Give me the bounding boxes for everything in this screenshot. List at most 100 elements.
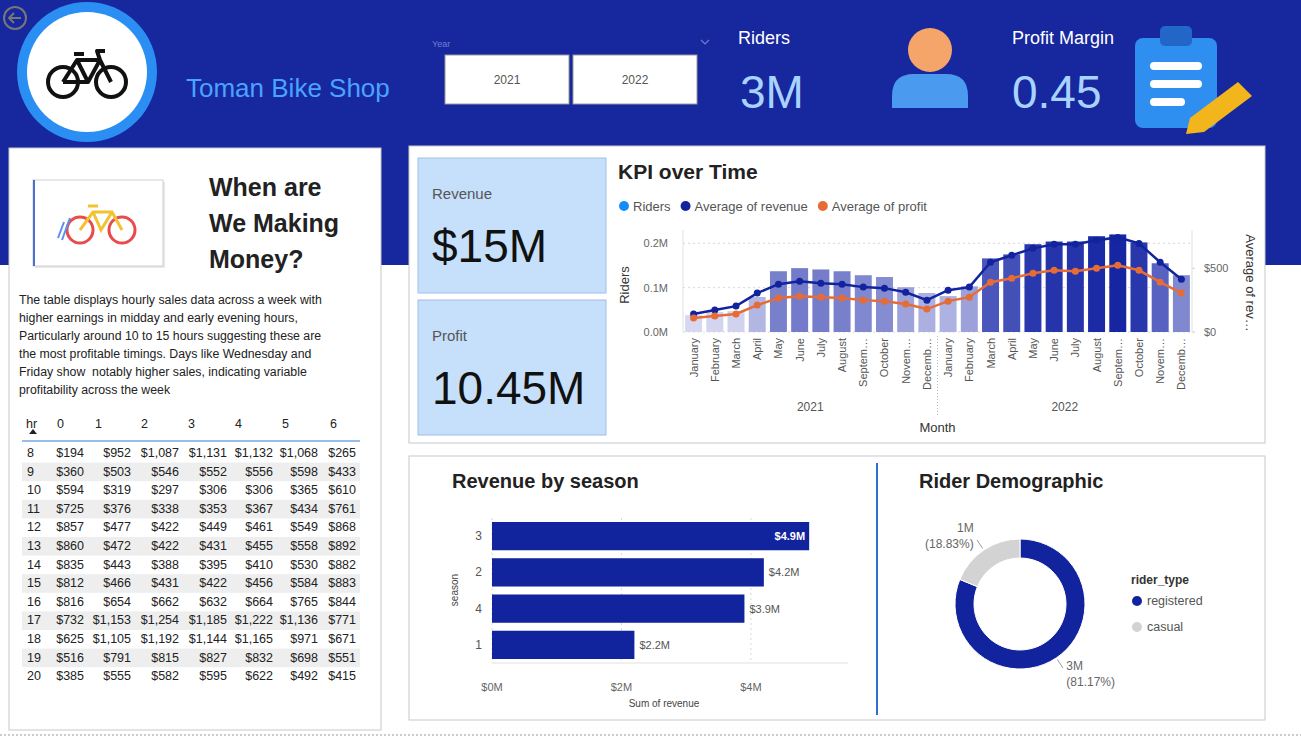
table-cell: $415 xyxy=(328,669,356,683)
table-cell: $594 xyxy=(56,483,84,497)
table-cell: $422 xyxy=(151,520,179,534)
bar xyxy=(876,277,893,332)
page-border xyxy=(0,735,1301,736)
row-band xyxy=(22,574,360,593)
table-cell: $771 xyxy=(328,613,356,627)
clipboard-line xyxy=(1150,62,1202,70)
bar xyxy=(812,269,829,332)
slicer-option: 2022 xyxy=(622,73,649,87)
bar xyxy=(1109,234,1126,332)
bar xyxy=(770,271,787,332)
table-cell: $353 xyxy=(199,502,227,516)
table-cell: $422 xyxy=(151,539,179,553)
table-cell: $860 xyxy=(56,539,84,553)
legend-title: rider_type xyxy=(1131,573,1189,587)
tick-label: 0.1M xyxy=(644,282,668,294)
table-cell: $816 xyxy=(56,595,84,609)
slicer-label: Year xyxy=(432,39,450,49)
tick-label: March xyxy=(985,338,997,369)
x-axis-line xyxy=(492,663,848,664)
marker xyxy=(1157,259,1164,266)
bar xyxy=(834,271,851,332)
legend-swatch xyxy=(619,201,629,211)
bar xyxy=(1024,244,1041,332)
tick-label: June xyxy=(794,338,806,362)
row-header: 15 xyxy=(27,576,41,590)
table-cell: $1,131 xyxy=(189,446,227,460)
row-header: 19 xyxy=(27,651,41,665)
legend-swatch xyxy=(681,201,691,211)
bar xyxy=(855,275,872,332)
table-cell: $516 xyxy=(56,651,84,665)
chart-title: KPI over Time xyxy=(618,160,758,183)
tick-label: 1 xyxy=(475,638,482,652)
logo-ring xyxy=(17,2,157,142)
legend-swatch xyxy=(1132,622,1142,632)
clipboard-clip xyxy=(1160,26,1192,46)
row-header: 13 xyxy=(27,539,41,553)
table-cell: $388 xyxy=(151,558,179,572)
table-cell: $654 xyxy=(103,595,131,609)
table-cell: $551 xyxy=(328,651,356,665)
data-label: $4.9M xyxy=(775,530,806,542)
marker xyxy=(839,281,846,288)
row-band xyxy=(22,537,360,556)
table-cell: $265 xyxy=(328,446,356,460)
tick-label: February xyxy=(709,338,721,383)
tick-label: 0.2M xyxy=(644,237,668,249)
marker xyxy=(754,302,761,309)
table-cell: $466 xyxy=(103,576,131,590)
data-label: 3M xyxy=(1066,659,1083,673)
person-body xyxy=(892,74,968,108)
legend-swatch xyxy=(818,201,828,211)
table-cell: $1,192 xyxy=(141,632,179,646)
legend-label: Riders xyxy=(633,199,671,214)
marker xyxy=(1093,265,1100,272)
marker xyxy=(1029,245,1036,252)
marker xyxy=(1157,279,1164,286)
table-cell: $319 xyxy=(103,483,131,497)
legend-label: Average of revenue xyxy=(695,199,808,214)
plot-area xyxy=(492,522,809,659)
table-cell: $556 xyxy=(245,465,273,479)
panel-text: Particularly around 10 to 15 hours sugge… xyxy=(19,329,321,343)
marker xyxy=(1093,237,1100,244)
axis-title: season xyxy=(449,574,460,606)
table-cell: $1,185 xyxy=(189,613,227,627)
column-header: 2 xyxy=(141,417,148,431)
tick-label: October xyxy=(878,338,890,377)
column-header: 6 xyxy=(330,417,337,431)
tick-label: June xyxy=(1048,338,1060,362)
legend-label: registered xyxy=(1147,594,1203,608)
y2-axis-line xyxy=(1192,230,1193,332)
table-cell: $456 xyxy=(245,576,273,590)
bike-icon xyxy=(48,51,126,97)
slicer-chevron xyxy=(701,40,709,44)
kpi-value: $15M xyxy=(432,220,547,272)
table-cell: $1,153 xyxy=(93,613,131,627)
table-cell: $1,105 xyxy=(93,632,131,646)
slicer-button[interactable]: 2021 xyxy=(445,55,569,104)
tick-label: May xyxy=(772,338,784,359)
bar xyxy=(1130,242,1147,332)
leader-line xyxy=(977,540,983,548)
divider xyxy=(876,463,878,715)
legend-label: Average of profit xyxy=(832,199,928,214)
panel-title: We Making xyxy=(209,209,339,237)
bike-frame xyxy=(63,51,111,82)
table-cell: $365 xyxy=(290,483,318,497)
marker xyxy=(1178,276,1185,283)
table-cell: $338 xyxy=(151,502,179,516)
row-header: 10 xyxy=(27,483,41,497)
slicer-button[interactable]: 2022 xyxy=(573,55,697,104)
marker xyxy=(1051,267,1058,274)
tick-label: Novem… xyxy=(900,338,912,384)
bar xyxy=(492,594,744,622)
app-title: Toman Bike Shop xyxy=(186,73,390,103)
table-cell: $595 xyxy=(199,669,227,683)
table-cell: $367 xyxy=(245,502,273,516)
marker xyxy=(945,287,952,294)
marker xyxy=(1072,268,1079,275)
logo-bg xyxy=(27,12,147,132)
back-button[interactable] xyxy=(4,7,26,29)
